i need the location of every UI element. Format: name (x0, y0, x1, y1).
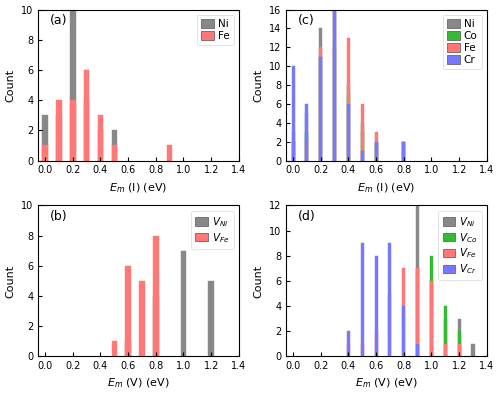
Legend: $V_{Ni}$, $V_{Co}$, $V_{Fe}$, $V_{Cr}$: $V_{Ni}$, $V_{Co}$, $V_{Fe}$, $V_{Cr}$ (438, 211, 482, 280)
Bar (56, 115, 62, 160)
Bar (374, 142, 378, 160)
Bar (388, 243, 392, 356)
Bar (180, 251, 186, 356)
X-axis label: $E_m$ (I) (eV): $E_m$ (I) (eV) (358, 181, 416, 194)
Bar (361, 132, 364, 160)
Bar (153, 296, 158, 356)
Bar (70, 10, 75, 160)
Legend: $V_{Ni}$, $V_{Fe}$: $V_{Ni}$, $V_{Fe}$ (191, 211, 234, 249)
Bar (458, 344, 460, 356)
Bar (84, 70, 89, 160)
Bar (402, 306, 406, 356)
Bar (292, 142, 294, 160)
Bar (139, 281, 145, 356)
Bar (444, 344, 447, 356)
Bar (388, 293, 392, 356)
Y-axis label: Count: Count (254, 69, 264, 102)
Bar (361, 123, 364, 160)
Bar (333, 0, 336, 160)
Bar (292, 132, 294, 160)
Bar (430, 256, 433, 356)
Bar (402, 142, 406, 160)
Bar (292, 66, 294, 160)
Y-axis label: Count: Count (6, 265, 16, 297)
X-axis label: $E_m$ (V) (eV): $E_m$ (V) (eV) (108, 377, 170, 390)
Bar (292, 142, 294, 160)
Bar (167, 145, 172, 160)
Bar (320, 47, 322, 160)
Bar (56, 100, 62, 160)
Bar (320, 57, 322, 160)
Bar (333, 47, 336, 160)
Bar (402, 142, 406, 160)
Bar (320, 57, 322, 160)
X-axis label: $E_m$ (V) (eV): $E_m$ (V) (eV) (356, 377, 418, 390)
Bar (444, 306, 447, 356)
Bar (416, 268, 419, 356)
Bar (84, 100, 89, 160)
Text: (d): (d) (298, 210, 316, 223)
Legend: Ni, Fe: Ni, Fe (197, 15, 234, 45)
Bar (361, 151, 364, 160)
Bar (98, 115, 103, 160)
Bar (402, 268, 406, 356)
Bar (333, 10, 336, 160)
Text: (a): (a) (50, 14, 68, 27)
Bar (306, 104, 308, 160)
Bar (347, 95, 350, 160)
Bar (306, 113, 308, 160)
Bar (347, 331, 350, 356)
Text: (b): (b) (50, 210, 68, 223)
Bar (416, 193, 419, 356)
Y-axis label: Count: Count (254, 265, 264, 297)
Bar (126, 266, 131, 356)
Bar (416, 268, 419, 356)
Bar (347, 344, 350, 356)
Bar (361, 104, 364, 160)
Bar (361, 344, 364, 356)
Bar (416, 344, 419, 356)
Legend: Ni, Co, Fe, Cr: Ni, Co, Fe, Cr (443, 15, 482, 69)
Bar (430, 281, 433, 356)
Bar (458, 331, 460, 356)
Bar (98, 130, 103, 160)
Bar (402, 142, 406, 160)
Bar (361, 243, 364, 356)
Bar (347, 104, 350, 160)
Bar (430, 281, 433, 356)
Bar (306, 132, 308, 160)
Bar (374, 256, 378, 356)
Bar (42, 145, 48, 160)
Bar (306, 142, 308, 160)
Text: (c): (c) (298, 14, 315, 27)
X-axis label: $E_m$ (I) (eV): $E_m$ (I) (eV) (110, 181, 168, 194)
Bar (347, 38, 350, 160)
Bar (374, 142, 378, 160)
Bar (208, 281, 214, 356)
Bar (320, 29, 322, 160)
Bar (374, 142, 378, 160)
Bar (42, 115, 48, 160)
Bar (126, 341, 131, 356)
Y-axis label: Count: Count (6, 69, 16, 102)
Bar (153, 236, 158, 356)
Bar (112, 145, 117, 160)
Bar (458, 319, 460, 356)
Bar (374, 331, 378, 356)
Bar (444, 319, 447, 356)
Bar (374, 132, 378, 160)
Bar (472, 344, 474, 356)
Bar (70, 100, 75, 160)
Bar (402, 142, 406, 160)
Bar (112, 130, 117, 160)
Bar (333, 10, 336, 160)
Bar (347, 85, 350, 160)
Bar (112, 341, 117, 356)
